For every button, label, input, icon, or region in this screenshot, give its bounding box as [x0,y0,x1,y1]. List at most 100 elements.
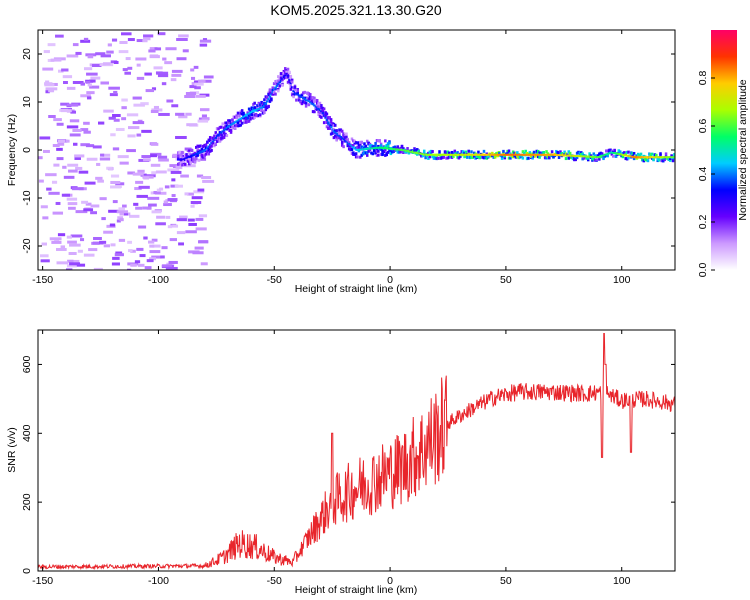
noise-cell [190,201,202,205]
y-tick-label: -20 [21,238,33,253]
spectrogram-cell [473,154,476,158]
x-tick-label: -150 [32,274,53,286]
noise-cell [161,264,173,268]
spectrogram-cell [335,129,338,133]
spectrogram-cell [181,163,184,167]
spectrogram-core [304,98,308,101]
spectrogram-core [309,101,312,103]
spectrogram-core [213,138,216,141]
spectrogram-core [481,153,484,156]
spectrogram-cell [279,72,283,76]
spectrogram-cell [278,79,281,83]
spectrogram-core [331,128,334,131]
spectrogram-cell [268,88,272,92]
spectrogram-cell [602,157,605,161]
spectrogram-cell [190,149,194,153]
spectrogram-cell [201,145,205,149]
spectrogram-cell [196,144,199,148]
spectrogram-cell [331,122,334,126]
noise-cell [100,153,105,157]
spectrogram-cell [397,150,401,154]
spectrogram-core [327,121,330,124]
spectrogram-cell [268,91,272,95]
noise-cell [69,119,80,123]
noise-cell [108,209,119,213]
spectrogram-cell [200,153,204,157]
spectrogram-cell [357,149,361,153]
noise-cell [156,188,161,192]
spectrogram-core [178,158,181,161]
spectrogram-core [218,132,222,135]
spectrogram-cell [557,155,561,159]
spectrogram-core [392,148,395,151]
spectrogram-core [265,100,269,103]
noise-cell [151,108,163,112]
spectrogram-cell [575,156,579,160]
noise-cell [121,117,127,121]
spectrogram-cell [224,121,227,125]
spectrogram-cell [352,151,355,155]
spectrogram-cell [353,152,356,156]
noise-cell [150,154,158,158]
noise-cell [196,174,204,178]
x-tick-label: 100 [613,575,631,587]
noise-cell [171,194,176,198]
spectrogram-cell [207,147,211,151]
spectrogram-cell [382,150,386,154]
spectrogram-cell [329,132,333,136]
noise-cell [179,215,188,219]
spectrogram-core [438,153,441,156]
noise-cell [157,74,169,78]
spectrogram-cell [186,149,190,153]
spectrogram-cell [372,148,376,152]
spectrogram-core [413,151,416,154]
spectrogram-core [222,129,226,132]
spectrogram-cell [293,85,297,89]
spectrogram-core [193,153,197,156]
spectrogram-y-label: Frequency (Hz) [6,114,18,186]
spectrogram-cell [417,149,420,153]
spectrogram-cell [243,116,247,120]
noise-cell [147,196,160,200]
noise-cell [162,57,167,61]
spectrogram-cell [181,151,184,155]
spectrogram-core [295,92,298,95]
noise-cell [108,167,113,171]
spectrogram-cell [347,143,351,147]
spectrogram-cell [328,116,331,120]
spectrogram-core [598,156,601,159]
spectrogram-core [616,152,619,155]
spectrogram-core [489,153,493,156]
spectrogram-core [353,147,356,150]
noise-cell [121,32,132,36]
noise-cell [149,244,155,248]
noise-cell [83,37,89,41]
spectrogram-cell [176,162,180,166]
noise-cell [110,185,122,189]
spectrogram-cell [179,161,183,165]
spectrogram-core [261,106,265,109]
spectrogram-cell [396,150,400,154]
spectrogram-cell [254,107,258,111]
spectrogram-core [300,96,304,99]
spectrogram-core [391,147,394,150]
spectrogram-cell [428,150,432,154]
spectrogram-core [183,157,187,160]
spectrogram-cell [463,151,466,155]
spectrogram-cell [304,101,308,105]
noise-cell [127,171,135,175]
spectrogram-cell [377,144,380,148]
spectrogram-cell [593,158,597,162]
spectrogram-core [249,111,252,114]
spectrogram-cell [609,148,612,152]
spectrogram-cell [386,144,390,148]
spectrogram-cell [502,151,505,155]
spectrogram-cell [357,145,361,149]
spectrogram-core [484,153,487,156]
spectrogram-cell [393,145,397,149]
spectrogram-cell [264,105,268,109]
noise-cell [186,123,198,127]
spectrogram-cell [306,91,309,95]
spectrogram-core [575,155,579,158]
